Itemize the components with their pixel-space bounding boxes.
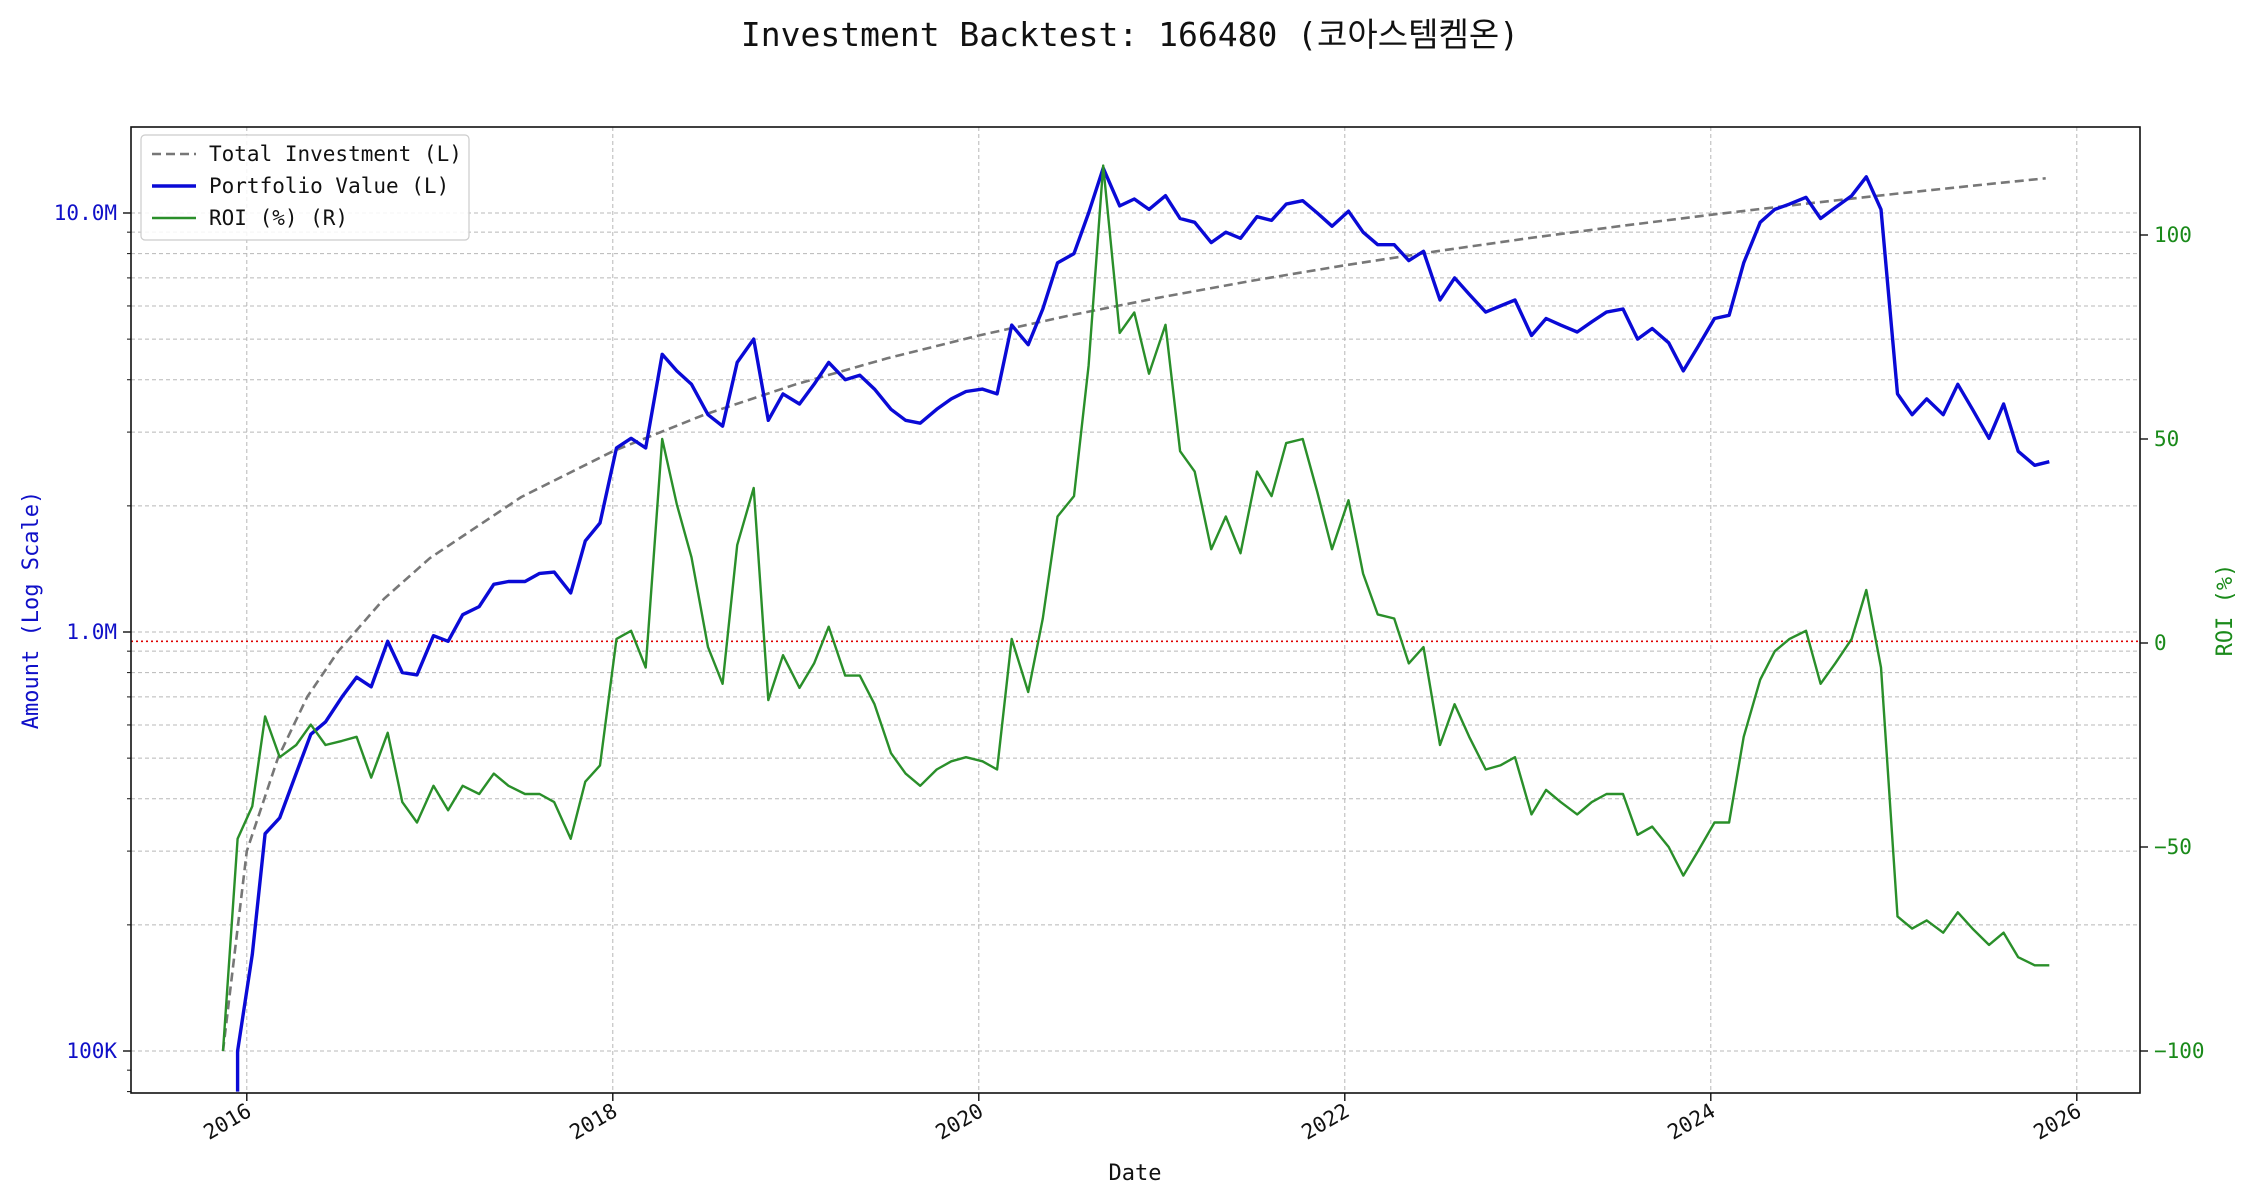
series-lines	[221, 164, 2050, 1092]
right-tick-label: 100	[2154, 223, 2192, 247]
total-investment-line	[221, 177, 2046, 1052]
legend-box	[140, 134, 470, 241]
left-tick-label: 1.0M	[66, 620, 117, 644]
x-tick-label: 2016	[199, 1099, 255, 1145]
left-y-axis-label: Amount (Log Scale)	[19, 491, 44, 729]
x-tick-label: 2026	[2029, 1099, 2085, 1145]
left-tick-label: 100K	[66, 1039, 117, 1063]
chart-title: Investment Backtest: 166480 (코아스템켐온)	[741, 15, 1519, 54]
right-tick-label: 0	[2154, 631, 2167, 655]
left-y-axis: 100K 1.0M 10.0M	[54, 201, 131, 1093]
right-tick-label: −50	[2154, 835, 2192, 859]
legend-label: ROI (%) (R)	[209, 206, 348, 230]
x-axis: 2016 2018 2020 2022 2024 2026	[199, 1093, 2085, 1145]
right-y-axis-label: ROI (%)	[2213, 564, 2238, 657]
x-axis-label: Date	[1109, 1161, 1162, 1186]
x-tick-label: 2022	[1297, 1099, 1353, 1145]
plot-area-frame	[130, 126, 2141, 1094]
right-tick-label: 50	[2154, 427, 2179, 451]
gridlines	[131, 127, 2140, 1093]
x-tick-label: 2020	[931, 1099, 987, 1145]
legend-label: Portfolio Value (L)	[209, 174, 449, 198]
legend: Total Investment (L) Portfolio Value (L) R…	[140, 134, 470, 241]
left-tick-label: 10.0M	[54, 201, 117, 225]
legend-label: Total Investment (L)	[209, 142, 462, 166]
right-y-axis: −100 −50 0 50 100	[2140, 223, 2205, 1063]
portfolio-value-line	[235, 166, 2050, 1092]
right-tick-label: −100	[2154, 1039, 2205, 1063]
roi-line	[221, 164, 2050, 1052]
x-tick-label: 2024	[1663, 1099, 1719, 1145]
x-tick-label: 2018	[565, 1099, 621, 1145]
